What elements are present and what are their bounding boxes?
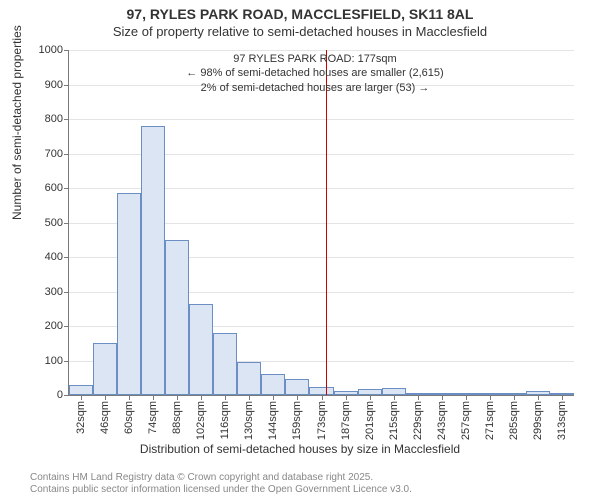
annotation-line2: ← 98% of semi-detached houses are smalle… bbox=[186, 66, 443, 80]
title-subtitle: Size of property relative to semi-detach… bbox=[0, 24, 600, 39]
x-tick-label: 46sqm bbox=[99, 401, 111, 434]
histogram-bar bbox=[189, 304, 213, 395]
y-tick-mark bbox=[64, 257, 69, 258]
histogram-bar bbox=[382, 388, 406, 395]
y-tick-label: 400 bbox=[23, 251, 63, 263]
y-tick-mark bbox=[64, 395, 69, 396]
x-tick-label: 229sqm bbox=[412, 401, 424, 440]
x-tick-mark bbox=[490, 395, 491, 400]
annotation-line3: 2% of semi-detached houses are larger (5… bbox=[186, 81, 443, 95]
x-tick-mark bbox=[81, 395, 82, 400]
y-tick-mark bbox=[64, 119, 69, 120]
x-tick-label: 173sqm bbox=[316, 401, 328, 440]
x-tick-mark bbox=[129, 395, 130, 400]
histogram-bar bbox=[213, 333, 237, 395]
x-tick-mark bbox=[153, 395, 154, 400]
x-tick-mark bbox=[201, 395, 202, 400]
histogram-bar bbox=[93, 343, 117, 395]
y-tick-mark bbox=[64, 85, 69, 86]
histogram-bar bbox=[309, 387, 333, 395]
x-tick-label: 60sqm bbox=[123, 401, 135, 434]
x-tick-label: 243sqm bbox=[436, 401, 448, 440]
y-axis-label: Number of semi-detached properties bbox=[10, 25, 24, 220]
y-tick-label: 200 bbox=[23, 320, 63, 332]
y-tick-label: 500 bbox=[23, 217, 63, 229]
grid-line bbox=[69, 119, 574, 120]
x-tick-mark bbox=[322, 395, 323, 400]
x-tick-label: 130sqm bbox=[243, 401, 255, 440]
x-tick-label: 285sqm bbox=[508, 401, 520, 440]
copyright-footer: Contains HM Land Registry data © Crown c… bbox=[30, 472, 412, 496]
footer-line1: Contains HM Land Registry data © Crown c… bbox=[30, 472, 412, 484]
x-tick-label: 144sqm bbox=[267, 401, 279, 440]
title-address: 97, RYLES PARK ROAD, MACCLESFIELD, SK11 … bbox=[0, 6, 600, 22]
x-tick-mark bbox=[177, 395, 178, 400]
y-tick-label: 0 bbox=[23, 389, 63, 401]
x-tick-label: 74sqm bbox=[147, 401, 159, 434]
y-tick-label: 1000 bbox=[23, 44, 63, 56]
y-tick-mark bbox=[64, 361, 69, 362]
x-tick-mark bbox=[418, 395, 419, 400]
histogram-bar bbox=[69, 385, 93, 395]
y-tick-label: 300 bbox=[23, 286, 63, 298]
x-tick-label: 187sqm bbox=[340, 401, 352, 440]
x-tick-mark bbox=[273, 395, 274, 400]
x-tick-mark bbox=[394, 395, 395, 400]
x-tick-label: 116sqm bbox=[219, 401, 231, 439]
histogram-bar bbox=[261, 374, 285, 395]
x-tick-label: 201sqm bbox=[364, 401, 376, 440]
y-tick-mark bbox=[64, 154, 69, 155]
x-tick-mark bbox=[346, 395, 347, 400]
histogram-bar bbox=[237, 362, 261, 395]
x-tick-label: 88sqm bbox=[171, 401, 183, 434]
y-tick-label: 800 bbox=[23, 113, 63, 125]
histogram-bar bbox=[285, 379, 309, 395]
x-tick-mark bbox=[225, 395, 226, 400]
y-tick-mark bbox=[64, 326, 69, 327]
chart-plot-area: 0100200300400500600700800900100032sqm46s… bbox=[68, 50, 574, 396]
grid-line bbox=[69, 50, 574, 51]
x-tick-mark bbox=[538, 395, 539, 400]
marker-line bbox=[326, 50, 327, 395]
annotation-line1: 97 RYLES PARK ROAD: 177sqm bbox=[186, 52, 443, 66]
y-tick-mark bbox=[64, 292, 69, 293]
x-tick-label: 32sqm bbox=[75, 401, 87, 434]
histogram-bar bbox=[141, 126, 165, 395]
x-tick-label: 271sqm bbox=[484, 401, 496, 440]
y-tick-mark bbox=[64, 223, 69, 224]
histogram-bar bbox=[117, 193, 141, 395]
footer-line2: Contains public sector information licen… bbox=[30, 484, 412, 496]
x-tick-mark bbox=[249, 395, 250, 400]
y-tick-label: 700 bbox=[23, 148, 63, 160]
x-tick-label: 159sqm bbox=[291, 401, 303, 440]
x-tick-mark bbox=[297, 395, 298, 400]
marker-annotation: 97 RYLES PARK ROAD: 177sqm ← 98% of semi… bbox=[186, 52, 443, 95]
x-tick-label: 313sqm bbox=[556, 401, 568, 440]
x-tick-label: 257sqm bbox=[460, 401, 472, 440]
y-tick-label: 900 bbox=[23, 79, 63, 91]
x-tick-mark bbox=[562, 395, 563, 400]
x-tick-mark bbox=[370, 395, 371, 400]
x-tick-mark bbox=[466, 395, 467, 400]
x-tick-mark bbox=[105, 395, 106, 400]
y-tick-mark bbox=[64, 188, 69, 189]
chart-title-block: 97, RYLES PARK ROAD, MACCLESFIELD, SK11 … bbox=[0, 0, 600, 39]
x-tick-label: 299sqm bbox=[532, 401, 544, 440]
x-tick-mark bbox=[442, 395, 443, 400]
x-tick-label: 215sqm bbox=[388, 401, 400, 440]
x-axis-label: Distribution of semi-detached houses by … bbox=[0, 442, 600, 456]
y-tick-mark bbox=[64, 50, 69, 51]
y-tick-label: 600 bbox=[23, 182, 63, 194]
x-tick-mark bbox=[514, 395, 515, 400]
x-tick-label: 102sqm bbox=[195, 401, 207, 440]
y-tick-label: 100 bbox=[23, 355, 63, 367]
histogram-bar bbox=[165, 240, 189, 395]
